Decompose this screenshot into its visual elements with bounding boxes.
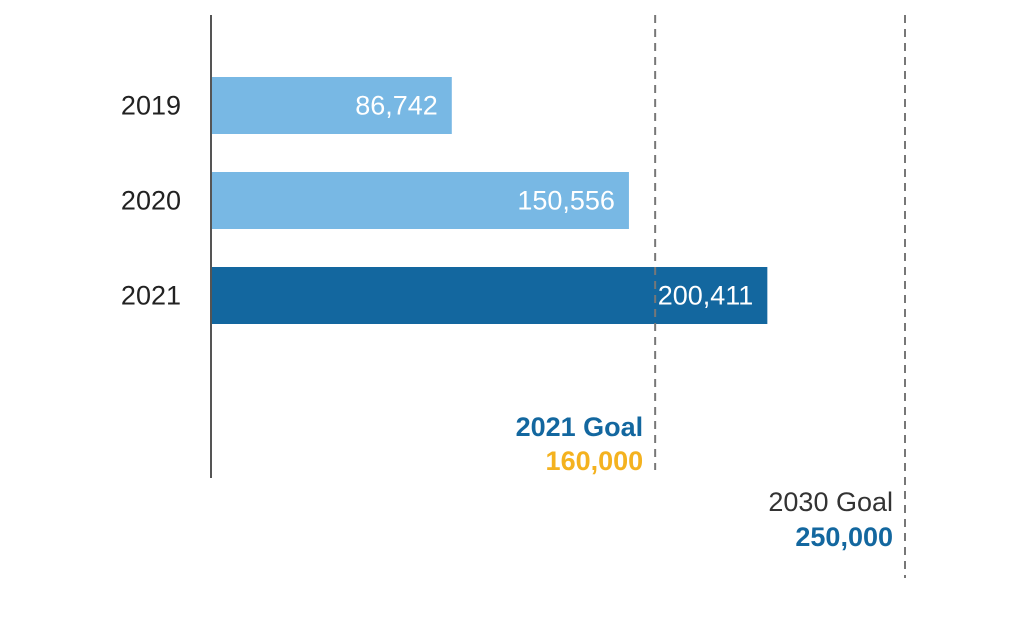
category-label-2021: 2021 [121,281,181,311]
bar-2020 [211,172,629,229]
goal-label-1: 2021 Goal [516,412,644,442]
category-label-2019: 2019 [121,91,181,121]
data-label-2019: 86,742 [355,91,438,121]
data-label-2020: 150,556 [517,186,615,216]
goal-value-1: 160,000 [546,446,644,476]
bar-2021 [211,267,768,324]
bar-2019 [211,77,452,134]
category-label-2020: 2020 [121,186,181,216]
data-label-2021: 200,411 [658,281,754,311]
goal-value-2: 250,000 [795,522,893,552]
goal-label-2: 2030 Goal [768,487,893,517]
